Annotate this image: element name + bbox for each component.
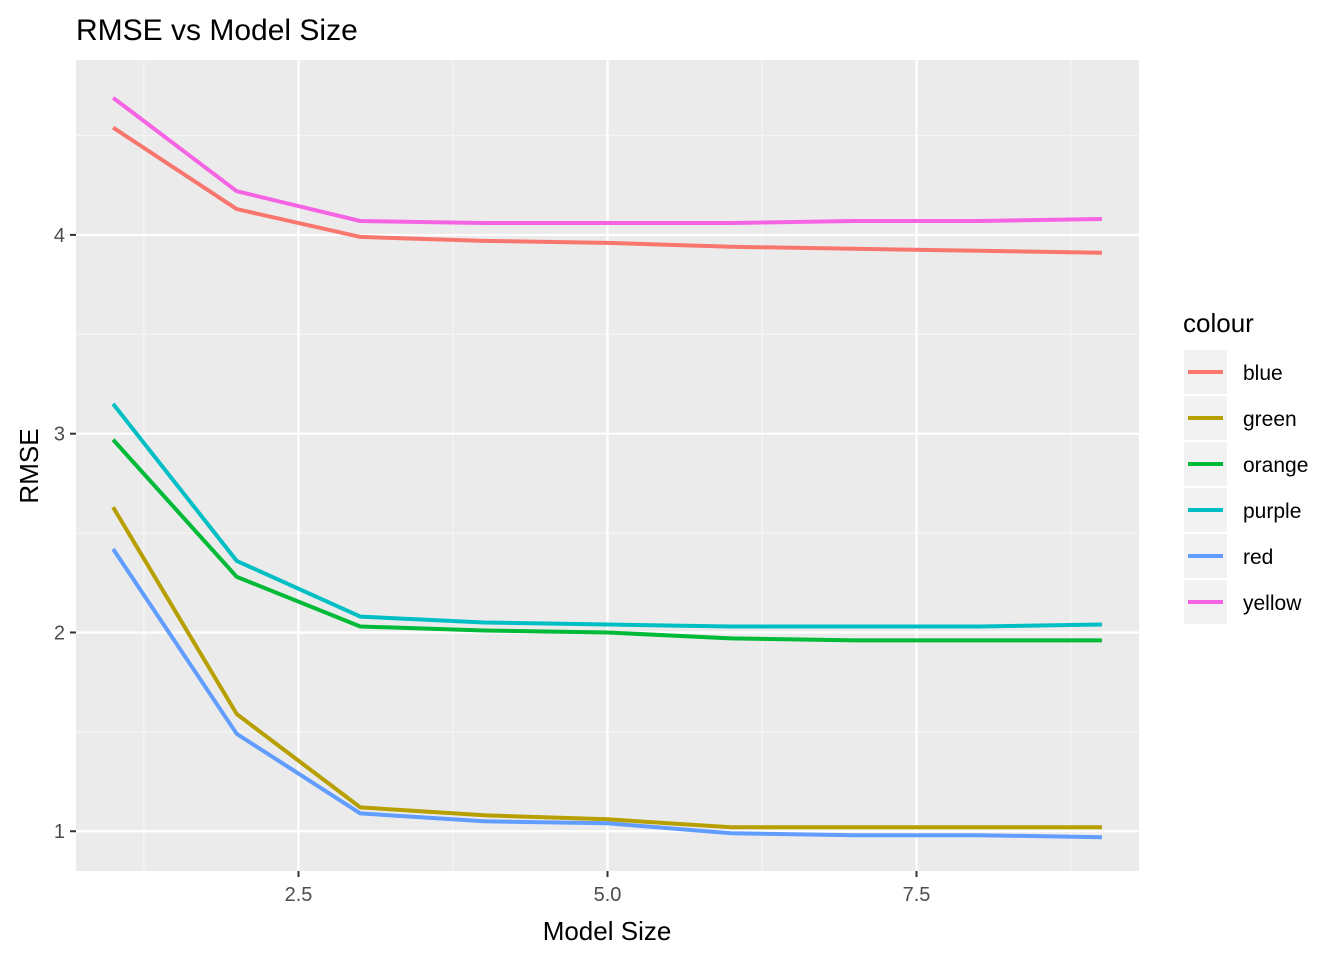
- legend-label-red: red: [1243, 546, 1273, 569]
- x-tick-label: 2.5: [285, 884, 313, 906]
- legend-label-purple: purple: [1243, 500, 1301, 523]
- series-line-green: [111, 506, 1102, 830]
- legend-label-blue: blue: [1243, 362, 1283, 385]
- legend-label-green: green: [1243, 408, 1297, 431]
- legend-title: colour: [1183, 308, 1254, 338]
- series-line-blue: [111, 125, 1102, 255]
- y-tick-label: 1: [54, 821, 65, 843]
- chart-title: RMSE vs Model Size: [76, 14, 358, 47]
- series-lines: [111, 96, 1102, 840]
- legend-label-orange: orange: [1243, 454, 1308, 477]
- series-line-red: [111, 547, 1102, 840]
- series-line-purple: [111, 402, 1102, 629]
- legend: colour blue green orange purple red yellow: [1183, 308, 1308, 624]
- y-axis-title: RMSE: [14, 428, 44, 503]
- y-tick-label: 3: [54, 424, 65, 446]
- x-axis-title: Model Size: [543, 916, 672, 946]
- legend-label-yellow: yellow: [1243, 592, 1302, 615]
- series-line-orange: [111, 438, 1102, 643]
- grid-major: [76, 60, 1139, 871]
- series-line-yellow: [111, 96, 1102, 225]
- x-tick-label: 5.0: [594, 884, 622, 906]
- x-tick-label: 7.5: [903, 884, 931, 906]
- x-axis: 2.5 5.0 7.5: [285, 871, 931, 906]
- y-axis: 1 2 3 4: [54, 225, 76, 843]
- y-tick-label: 4: [54, 225, 65, 247]
- y-tick-label: 2: [54, 622, 65, 644]
- legend-items: blue green orange purple red yellow: [1184, 350, 1308, 624]
